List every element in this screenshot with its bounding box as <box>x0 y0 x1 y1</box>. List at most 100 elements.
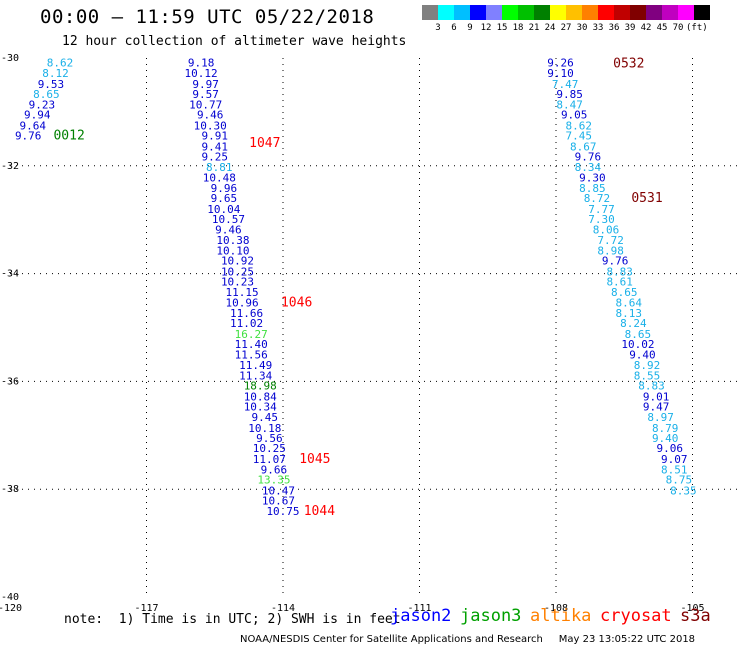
wave-height-label: 9.85 <box>556 88 583 101</box>
time-label: 0531 <box>631 191 662 206</box>
wave-height-label: 9.91 <box>202 130 229 143</box>
wave-height-label: 9.76 <box>575 151 602 164</box>
x-tick-label: -111 <box>407 603 431 614</box>
wave-height-label: 8.83 <box>606 265 633 278</box>
legend-swatch <box>470 5 486 20</box>
legend-s3a: s3a <box>680 606 711 626</box>
wave-height-label: 10.48 <box>203 172 236 185</box>
time-labels: 0012 1047 1046 1045 1044 0532 0531 <box>53 56 662 518</box>
x-tick-label: -120 <box>0 603 22 614</box>
legend-label: 18 <box>512 23 524 33</box>
wave-height-label: 8.24 <box>620 317 647 330</box>
wave-height-label: 16.27 <box>235 328 268 341</box>
wave-height-label: 8.47 <box>556 98 583 111</box>
time-label: 1047 <box>249 136 280 151</box>
legend-swatch <box>486 5 502 20</box>
wave-height-label: 11.56 <box>235 348 268 361</box>
legend-label: 15 <box>496 23 508 33</box>
legend-label: 70 <box>672 23 684 33</box>
wave-height-label: 8.12 <box>42 67 69 80</box>
y-tick-label: -34 <box>1 269 19 280</box>
wave-height-label: 9.40 <box>629 348 656 361</box>
wave-height-label: 8.72 <box>584 192 611 205</box>
x-tick-label: -117 <box>134 603 158 614</box>
wave-height-label: 10.67 <box>262 495 295 508</box>
legend-swatch <box>518 5 534 20</box>
wave-height-label: 9.46 <box>215 223 242 236</box>
legend-label: 39 <box>624 23 636 33</box>
wave-height-label: 8.75 <box>666 473 693 486</box>
legend-jason2: jason2 <box>390 606 452 626</box>
x-tick-label: -108 <box>544 603 568 614</box>
wave-height-label: 9.46 <box>197 109 224 122</box>
time-label: 1044 <box>304 504 335 519</box>
wave-height-label: 8.55 <box>634 369 661 382</box>
wave-height-label: 7.47 <box>552 78 579 91</box>
legend-swatch <box>630 5 646 20</box>
legend-swatch <box>582 5 598 20</box>
wave-height-label: 9.66 <box>261 463 288 476</box>
wave-height-label: 9.01 <box>643 390 670 403</box>
data-points: 8.628.129.538.659.239.949.649.769.1810.1… <box>15 56 697 517</box>
legend-label: 12 <box>480 23 492 33</box>
wave-height-label: 8.98 <box>597 244 624 257</box>
wave-height-label: 10.96 <box>225 297 258 310</box>
legend-swatch <box>454 5 470 20</box>
wave-height-label: 10.18 <box>248 422 281 435</box>
legend-swatch <box>646 5 662 20</box>
wave-height-label: 10.57 <box>212 213 245 226</box>
wave-height-label: 9.76 <box>15 130 42 143</box>
wave-height-label: 9.23 <box>29 98 56 111</box>
x-tick-label: -105 <box>680 603 704 614</box>
wave-height-label: 10.84 <box>244 390 277 403</box>
wave-height-label: 8.62 <box>47 56 74 69</box>
wave-height-label: 11.66 <box>230 307 263 320</box>
wave-height-label: 8.65 <box>625 328 652 341</box>
legend-unit: (ft) <box>686 23 708 33</box>
wave-height-label: 9.53 <box>38 78 65 91</box>
legend-swatch <box>550 5 566 20</box>
wave-height-label: 9.40 <box>652 432 679 445</box>
wave-height-label: 9.18 <box>188 56 215 69</box>
wave-height-label: 10.75 <box>266 505 299 518</box>
wave-height-label: 8.92 <box>634 359 661 372</box>
wave-height-label: 8.35 <box>670 484 697 497</box>
wave-height-label: 9.45 <box>252 411 279 424</box>
wave-height-label: 9.65 <box>211 192 238 205</box>
wave-height-label: 10.23 <box>221 276 254 289</box>
wave-height-label: 9.25 <box>202 151 229 164</box>
legend-swatch <box>534 5 550 20</box>
wave-height-label: 11.49 <box>239 359 272 372</box>
wave-height-label: 8.34 <box>575 161 602 174</box>
wave-height-label: 7.72 <box>597 234 624 247</box>
y-tick-label: -36 <box>1 376 19 387</box>
wave-height-label: 10.38 <box>216 234 249 247</box>
legend-label: 6 <box>451 23 457 33</box>
y-tick-label: -40 <box>1 592 19 603</box>
wave-height-label: 18.98 <box>244 380 277 393</box>
wave-height-label: 11.02 <box>230 317 263 330</box>
wave-height-label: 8.81 <box>206 161 233 174</box>
legend-swatch <box>662 5 678 20</box>
legend-label: 21 <box>528 23 540 33</box>
wave-height-label: 8.51 <box>661 463 688 476</box>
wave-height-label: 9.76 <box>602 255 629 268</box>
legend-label: 36 <box>608 23 620 33</box>
wave-height-label: 9.94 <box>24 109 51 122</box>
legend-swatch <box>502 5 518 20</box>
wave-height-label: 9.96 <box>211 182 238 195</box>
wave-height-label: 7.45 <box>566 130 593 143</box>
wave-height-label: 9.56 <box>256 432 283 445</box>
wave-height-label: 8.13 <box>616 307 643 320</box>
wave-height-label: 8.06 <box>593 223 620 236</box>
wave-height-label: 11.40 <box>235 338 268 351</box>
wave-height-label: 10.30 <box>194 119 227 132</box>
wave-height-label: 9.26 <box>547 56 574 69</box>
wave-height-label: 8.61 <box>606 276 633 289</box>
legend-swatch <box>566 5 582 20</box>
wave-height-label: 9.06 <box>657 442 684 455</box>
grid <box>10 58 738 597</box>
wave-height-label: 9.57 <box>192 88 219 101</box>
footer-note: note: 1) Time is in UTC; 2) SWH is in fe… <box>64 612 401 627</box>
wave-height-label: 9.30 <box>579 172 606 185</box>
